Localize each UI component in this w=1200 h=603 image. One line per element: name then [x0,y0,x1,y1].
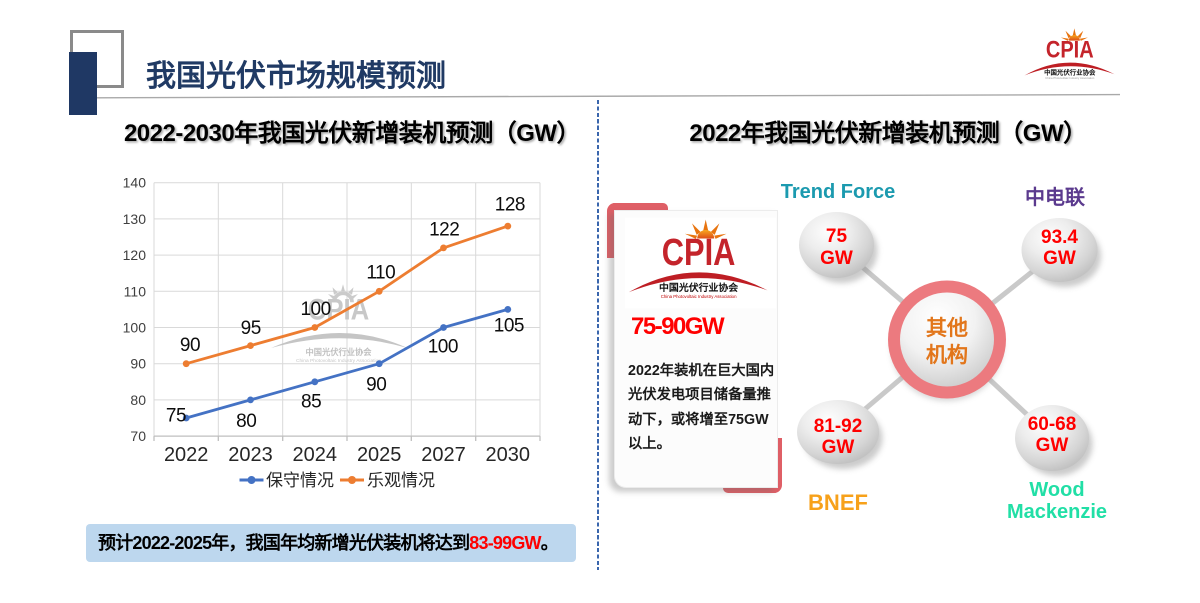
svg-text:CPIA: CPIA [308,294,370,327]
svg-text:2030: 2030 [486,444,531,466]
svg-text:其他: 其他 [926,316,968,340]
svg-text:2027: 2027 [421,444,466,466]
svg-text:GW: GW [1036,435,1069,456]
svg-text:保守情况: 保守情况 [266,471,334,490]
svg-text:2023: 2023 [228,444,273,466]
svg-text:中国光伏行业协会: 中国光伏行业协会 [659,281,738,294]
svg-text:2022: 2022 [164,444,209,466]
svg-text:100: 100 [123,320,147,336]
svg-text:中国光伏行业协会: 中国光伏行业协会 [306,347,373,357]
svg-text:110: 110 [124,283,147,299]
svg-text:122: 122 [429,219,459,240]
svg-text:60-68: 60-68 [1028,414,1077,435]
svg-text:China Photovoltaic Industry As: China Photovoltaic Industry Association [1045,76,1094,80]
svg-text:128: 128 [495,195,525,216]
svg-text:95: 95 [241,318,261,339]
svg-text:80: 80 [236,411,256,432]
svg-text:CPIA: CPIA [1046,37,1094,64]
svg-text:中国光伏行业协会: 中国光伏行业协会 [1044,68,1096,77]
svg-text:75: 75 [166,406,186,427]
svg-text:90: 90 [366,375,386,396]
svg-text:China Photovoltaic Industry As: China Photovoltaic Industry Association [296,358,381,364]
svg-text:85: 85 [301,391,321,412]
svg-text:2025: 2025 [357,444,402,466]
svg-text:90: 90 [180,335,200,356]
svg-text:75: 75 [826,226,848,247]
svg-text:120: 120 [123,247,147,263]
svg-text:CPIA: CPIA [662,231,736,273]
svg-text:80: 80 [130,392,146,408]
svg-text:2024: 2024 [293,444,338,466]
svg-text:100: 100 [428,337,458,358]
svg-text:130: 130 [123,211,147,227]
svg-text:110: 110 [366,263,395,284]
svg-text:100: 100 [300,299,330,320]
svg-text:乐观情况: 乐观情况 [367,471,435,490]
svg-text:GW: GW [1043,248,1076,269]
svg-text:70: 70 [130,428,146,444]
svg-text:140: 140 [123,175,147,191]
svg-text:GW: GW [820,248,853,269]
svg-text:105: 105 [494,316,524,337]
svg-text:90: 90 [130,356,146,372]
svg-text:81-92: 81-92 [814,416,863,437]
svg-text:China Photovoltaic Industry As: China Photovoltaic Industry Association [661,294,737,299]
svg-text:GW: GW [822,437,855,458]
svg-text:93.4: 93.4 [1041,227,1078,248]
svg-text:机构: 机构 [926,343,968,367]
